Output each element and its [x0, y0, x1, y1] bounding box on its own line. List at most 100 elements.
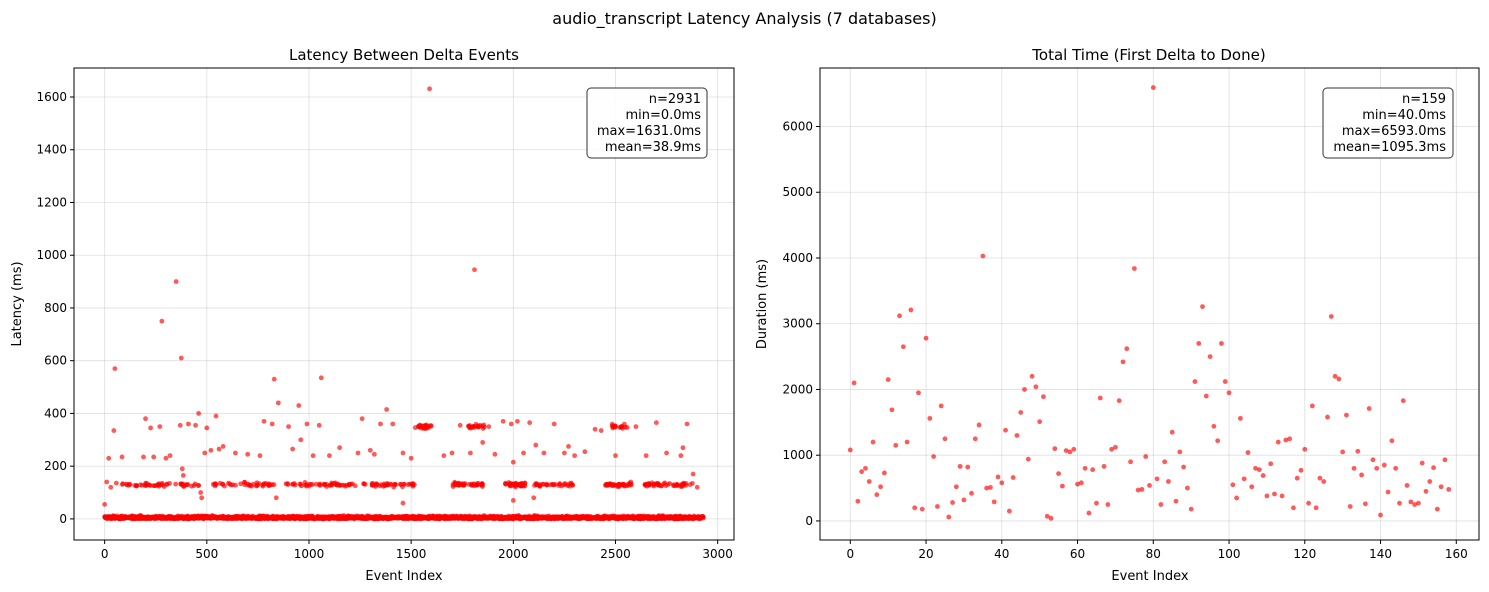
data-point [180, 472, 186, 478]
x-tick-label: 500 [195, 547, 218, 561]
left-plot-title: Latency Between Delta Events [289, 46, 519, 64]
data-point [1063, 448, 1069, 453]
data-point [467, 423, 473, 428]
data-point [196, 483, 201, 488]
data-point [213, 482, 219, 487]
left-stats-box: n=2931 min=0.0ms max=1631.0ms mean=38.9m… [586, 87, 708, 159]
data-point [164, 481, 170, 487]
data-point [204, 425, 210, 431]
data-point [111, 428, 117, 433]
data-point [1154, 476, 1160, 482]
data-point [1374, 465, 1380, 471]
data-point [643, 453, 649, 459]
data-point [1196, 341, 1202, 346]
data-point [322, 481, 328, 487]
data-point [1041, 394, 1046, 400]
right-stat-min: min=40.0ms [1362, 108, 1446, 123]
data-point [216, 446, 222, 452]
data-point [533, 442, 539, 448]
y-tick-label: 0 [59, 512, 67, 526]
data-point [1272, 491, 1277, 497]
left-stat-max: max=1631.0ms [597, 124, 701, 139]
data-point [969, 490, 974, 496]
data-point [359, 416, 365, 422]
data-point [102, 502, 108, 507]
data-point [328, 482, 334, 488]
data-point [684, 421, 690, 427]
data-point [617, 425, 623, 430]
right-y-axis-label: Duration (ms) [755, 259, 770, 349]
data-point [1397, 500, 1402, 506]
data-point [904, 439, 910, 445]
data-point [537, 482, 543, 487]
y-tick-label: 6000 [782, 120, 813, 134]
right-stat-max: max=6593.0ms [1342, 124, 1446, 139]
data-point [1222, 379, 1228, 384]
y-tick-label: 5000 [782, 185, 813, 199]
data-point [1094, 500, 1099, 506]
data-point [427, 86, 432, 92]
data-point [859, 469, 865, 475]
data-point [1294, 475, 1300, 481]
data-point [133, 483, 139, 489]
y-tick-label: 600 [44, 354, 67, 368]
data-point [621, 421, 627, 427]
data-point [851, 380, 857, 386]
data-point [1291, 505, 1296, 511]
data-point [847, 447, 853, 453]
data-point [1283, 437, 1289, 443]
data-point [141, 454, 146, 460]
data-point [316, 422, 322, 428]
data-point [156, 483, 162, 489]
data-point [1381, 462, 1387, 468]
data-point [1400, 398, 1406, 404]
data-point [471, 425, 477, 430]
data-point [290, 446, 296, 452]
data-point [912, 505, 918, 511]
data-point [242, 479, 247, 485]
data-point [500, 418, 506, 424]
data-point [544, 482, 550, 488]
data-point [1116, 398, 1122, 404]
data-point [449, 450, 455, 456]
data-point [521, 450, 526, 456]
data-point [196, 411, 202, 416]
data-point [863, 465, 868, 471]
data-point [400, 500, 406, 506]
data-point [942, 436, 948, 442]
data-point [1275, 439, 1281, 445]
data-point [486, 424, 492, 430]
data-point [618, 482, 624, 488]
left-points [102, 86, 706, 522]
data-point [1113, 444, 1118, 450]
data-point [1427, 479, 1433, 484]
data-point [421, 423, 427, 429]
data-point [310, 482, 316, 487]
data-point [1423, 488, 1429, 494]
data-point [400, 484, 405, 490]
data-point [198, 490, 204, 495]
data-point [551, 421, 557, 427]
data-point [627, 481, 633, 487]
data-point [946, 514, 952, 520]
data-point [337, 482, 343, 488]
data-point [367, 447, 373, 453]
data-point [167, 453, 173, 459]
data-point [343, 483, 348, 489]
data-point [1082, 465, 1088, 471]
data-point [261, 481, 267, 487]
data-point [927, 415, 933, 421]
data-point [572, 453, 578, 459]
data-point [1147, 483, 1152, 488]
right-stat-n: n=159 [1402, 92, 1446, 107]
data-point [557, 481, 562, 487]
data-point [881, 470, 887, 476]
data-point [469, 482, 475, 488]
data-point [1025, 456, 1031, 462]
data-point [1135, 487, 1141, 493]
x-tick-label: 1500 [396, 547, 427, 561]
data-point [1306, 500, 1311, 506]
figure-suptitle: audio_transcript Latency Analysis (7 dat… [552, 9, 936, 29]
data-point [160, 482, 166, 488]
